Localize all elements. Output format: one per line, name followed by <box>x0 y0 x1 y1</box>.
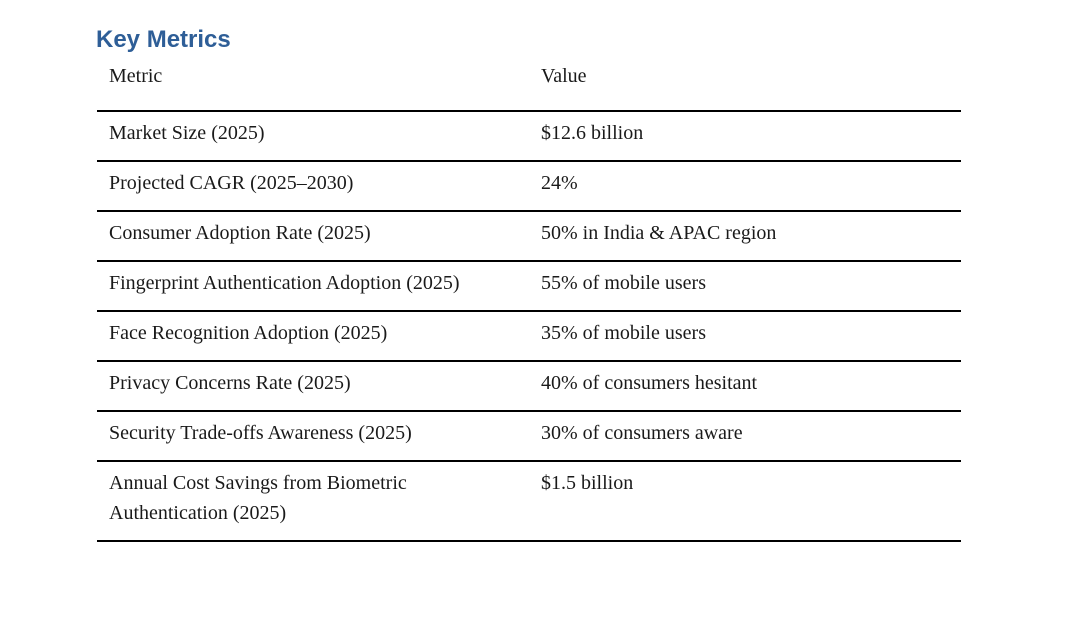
value-text: $12.6 billion <box>541 122 644 144</box>
metric-text: Privacy Concerns Rate (2025) <box>109 372 351 394</box>
metric-cell: Face Recognition Adoption (2025) <box>97 311 529 362</box>
value-text: $1.5 billion <box>541 472 634 494</box>
table-row: Privacy Concerns Rate (2025) 40% of consu… <box>97 361 961 412</box>
metric-cell: Fingerprint Authentication Adoption (202… <box>97 261 529 312</box>
metric-cell: Market Size (2025) <box>97 111 529 162</box>
column-header-value: Value <box>529 56 961 112</box>
table-row: Annual Cost Savings from Biometric Authe… <box>97 461 961 542</box>
table-row: Security Trade-offs Awareness (2025) 30% … <box>97 411 961 462</box>
value-cell: 50% in India & APAC region <box>529 211 961 262</box>
table-body: Market Size (2025) $12.6 billion Projected… <box>97 111 961 542</box>
value-text: 50% in India & APAC region <box>541 222 777 244</box>
metric-cell: Consumer Adoption Rate (2025) <box>97 211 529 262</box>
value-text: 35% of mobile users <box>541 322 706 344</box>
value-cell: 55% of mobile users <box>529 261 961 312</box>
value-cell: $12.6 billion <box>529 111 961 162</box>
value-text: 30% of consumers aware <box>541 422 743 444</box>
metric-text: Annual Cost Savings from Biometric Authe… <box>109 472 407 524</box>
metric-text: Projected CAGR (2025–2030) <box>109 172 354 194</box>
header-row: Metric Value <box>97 56 961 112</box>
metric-cell: Privacy Concerns Rate (2025) <box>97 361 529 412</box>
metric-cell: Security Trade-offs Awareness (2025) <box>97 411 529 462</box>
value-cell: 24% <box>529 161 961 212</box>
metric-text: Security Trade-offs Awareness (2025) <box>109 422 412 444</box>
column-header-metric: Metric <box>97 56 529 112</box>
metric-text: Fingerprint Authentication Adoption (202… <box>109 272 460 294</box>
value-text: 40% of consumers hesitant <box>541 372 758 394</box>
value-cell: $1.5 billion <box>529 461 961 542</box>
value-cell: 30% of consumers aware <box>529 411 961 462</box>
table-row: Market Size (2025) $12.6 billion <box>97 111 961 162</box>
table-row: Fingerprint Authentication Adoption (202… <box>97 261 961 312</box>
metric-text: Consumer Adoption Rate (2025) <box>109 222 371 244</box>
table-row: Consumer Adoption Rate (2025) 50% in Indi… <box>97 211 961 262</box>
value-text: 55% of mobile users <box>541 272 706 294</box>
table-row: Face Recognition Adoption (2025) 35% of m… <box>97 311 961 362</box>
document-page: Key Metrics Metric Value Market Size (20… <box>96 26 961 542</box>
value-cell: 35% of mobile users <box>529 311 961 362</box>
metric-text: Face Recognition Adoption (2025) <box>109 322 388 344</box>
metric-text: Market Size (2025) <box>109 122 265 144</box>
key-metrics-table: Metric Value Market Size (2025) $12.6 bil… <box>97 56 961 542</box>
metric-cell: Annual Cost Savings from Biometric Authe… <box>97 461 529 542</box>
metric-cell: Projected CAGR (2025–2030) <box>97 161 529 212</box>
table-row: Projected CAGR (2025–2030) 24% <box>97 161 961 212</box>
page-title: Key Metrics <box>96 26 231 53</box>
value-text: 24% <box>541 172 578 194</box>
value-cell: 40% of consumers hesitant <box>529 361 961 412</box>
